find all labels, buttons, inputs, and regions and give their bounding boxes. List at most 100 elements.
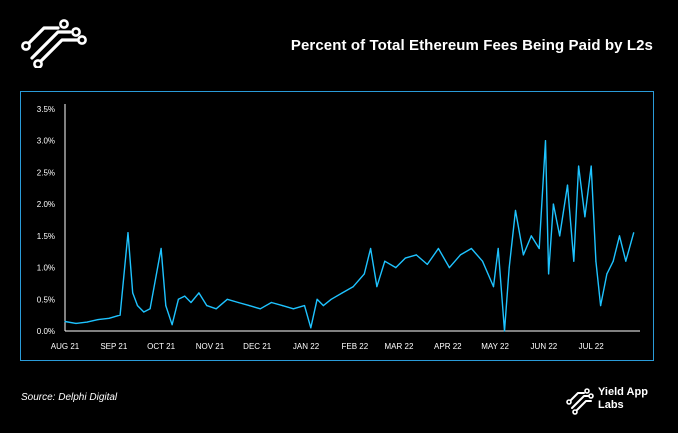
data-point [292, 308, 294, 310]
data-point [303, 305, 306, 307]
source-note: Source: Delphi Digital [21, 392, 118, 403]
y-tick-label: 0.0% [37, 327, 55, 336]
data-point [64, 320, 66, 323]
data-point [226, 298, 228, 300]
data-point [633, 232, 635, 234]
data-point [248, 305, 250, 307]
data-point [395, 267, 397, 269]
data-point [198, 292, 200, 294]
data-point [548, 273, 550, 275]
y-tick-label: 1.0% [37, 264, 55, 273]
data-point [143, 311, 145, 313]
data-point [136, 305, 139, 307]
data-point [522, 254, 524, 256]
data-point [584, 216, 586, 218]
x-tick-label: NOV 21 [196, 342, 225, 351]
data-point [595, 260, 597, 262]
data-point [330, 298, 332, 300]
data-point [119, 314, 121, 316]
y-tick-label: 2.0% [37, 200, 55, 209]
data-point [470, 247, 472, 250]
data-point [206, 305, 208, 307]
data-point [86, 321, 88, 323]
data-point [322, 305, 324, 307]
x-tick-label: AUG 21 [51, 342, 80, 351]
data-point [612, 260, 614, 262]
x-tick-label: JAN 22 [293, 342, 320, 351]
data-point [384, 260, 386, 262]
data-point [132, 292, 134, 294]
data-point [108, 317, 110, 319]
data-point [165, 305, 167, 307]
data-point [492, 286, 495, 288]
data-point [437, 247, 439, 250]
data-point [625, 260, 627, 262]
y-axis: 0.0% 0.5% 1.0% 1.5% 2.0% 2.5% 3.0% 3.5% [37, 104, 66, 336]
data-point [514, 209, 517, 212]
data-point [530, 235, 532, 237]
y-tick-label: 1.5% [37, 232, 55, 241]
x-tick-label: JUN 22 [531, 342, 558, 351]
data-point [559, 235, 561, 237]
data-point [497, 247, 499, 250]
brand-logo: Yield App Labs [566, 385, 666, 421]
data-point [544, 140, 547, 142]
chart-title: Percent of Total Ethereum Fees Being Pai… [290, 37, 653, 54]
data-point [370, 247, 372, 250]
x-axis: AUG 21 SEP 21 OCT 21 NOV 21 DEC 21 JAN 22 FEB … [51, 330, 640, 351]
circuit-trace-brand-icon [566, 388, 594, 415]
data-point [552, 203, 555, 205]
data-point [618, 235, 621, 237]
data-point [316, 298, 318, 300]
x-tick-label: SEP 21 [100, 342, 128, 351]
data-point [573, 260, 575, 262]
data-point [426, 263, 428, 265]
brand-line-1: Yield App [598, 386, 648, 398]
series-group [64, 140, 635, 332]
data-point [97, 319, 99, 321]
data-point [171, 324, 173, 326]
chart-canvas: 0.0% 0.5% 1.0% 1.5% 2.0% 2.5% 3.0% 3.5% AUG 21 S… [37, 104, 640, 351]
data-point [590, 165, 592, 167]
data-point [127, 232, 129, 234]
data-point [600, 305, 602, 307]
x-tick-label: APR 22 [434, 342, 462, 351]
data-point [341, 292, 343, 294]
y-tick-label: 3.0% [37, 137, 55, 146]
data-point [448, 267, 450, 269]
circuit-trace-logo-icon [21, 19, 87, 68]
data-point [508, 267, 510, 269]
data-point [259, 308, 261, 310]
data-point [75, 322, 77, 324]
data-point [184, 295, 186, 297]
chart-frame: 0.0% 0.5% 1.0% 1.5% 2.0% 2.5% 3.0% 3.5% AUG 21 S… [20, 91, 654, 361]
data-point [160, 247, 162, 250]
y-tick-label: 2.5% [37, 168, 55, 177]
series-line [64, 140, 635, 332]
x-tick-label: FEB 22 [342, 342, 369, 351]
data-point [352, 286, 354, 288]
brand-line-2: Labs [598, 399, 624, 411]
data-point [310, 327, 312, 329]
data-point [481, 260, 484, 262]
data-point [538, 247, 540, 250]
data-point [270, 301, 272, 304]
data-point [149, 308, 151, 310]
data-point [376, 286, 378, 288]
brand-wordmark: Yield App Labs [598, 386, 648, 412]
data-point [578, 165, 580, 167]
data-point [415, 254, 417, 256]
data-point [237, 301, 239, 304]
x-tick-label: OCT 21 [147, 342, 175, 351]
data-point [215, 308, 217, 310]
data-point [503, 330, 506, 332]
data-point [190, 301, 192, 304]
data-point [606, 273, 608, 275]
data-point [281, 305, 283, 307]
x-tick-label: MAR 22 [385, 342, 414, 351]
data-point [459, 254, 461, 256]
data-point [363, 273, 365, 275]
x-tick-label: DEC 21 [243, 342, 272, 351]
data-point [177, 298, 179, 300]
x-tick-label: JUL 22 [579, 342, 605, 351]
